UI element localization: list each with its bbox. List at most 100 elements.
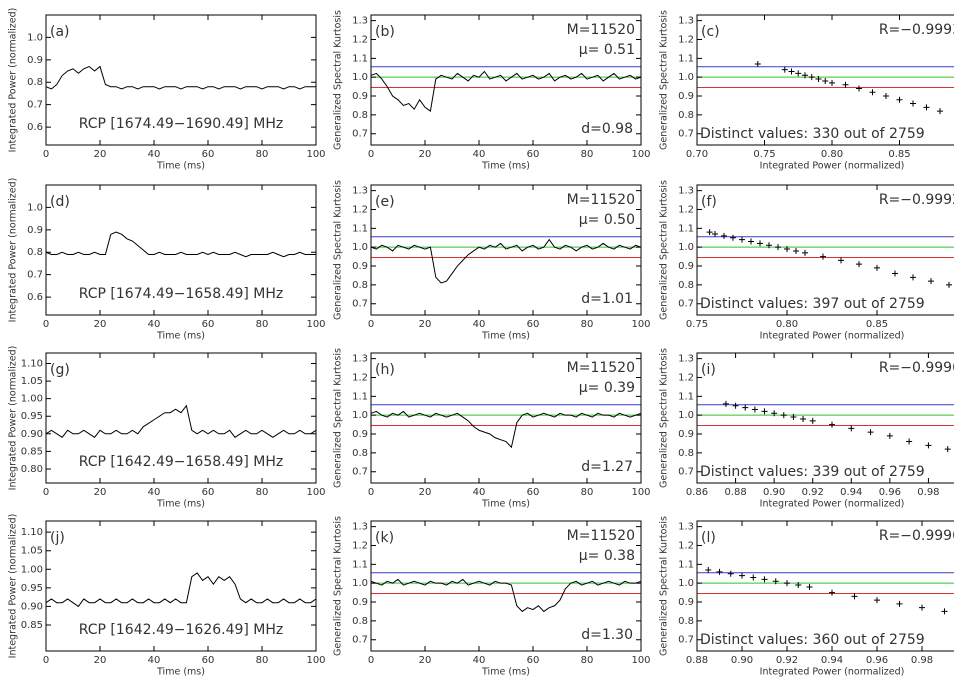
distinct-note: Distinct values: 330 out of 2759 bbox=[700, 126, 925, 142]
x-tick-label: 20 bbox=[419, 149, 432, 160]
y-tick-label: 0.7 bbox=[352, 467, 368, 478]
scatter-point bbox=[851, 593, 858, 600]
y-tick-label: 0.9 bbox=[678, 429, 694, 440]
x-tick-label: 100 bbox=[306, 319, 325, 330]
x-tick-label: 0 bbox=[43, 655, 49, 666]
band-note: RCP [1674.49−1690.49] MHz bbox=[79, 116, 284, 132]
y-tick-label: 0.9 bbox=[678, 597, 694, 608]
y-tick-label: 0.8 bbox=[352, 110, 368, 121]
scatter-point bbox=[829, 589, 835, 596]
scatter-point bbox=[780, 412, 787, 419]
y-axis-label: Integrated Power (normalized) bbox=[8, 178, 19, 323]
panel-label: (l) bbox=[701, 530, 716, 546]
scatter-point bbox=[732, 402, 739, 409]
panel-label: (d) bbox=[50, 194, 70, 210]
x-tick-label: 40 bbox=[473, 655, 486, 666]
y-axis-label: Integrated Power (normalized) bbox=[8, 514, 19, 659]
scatter-point bbox=[848, 425, 855, 432]
scatter-point bbox=[766, 242, 772, 249]
stat-note: M=11520 bbox=[567, 528, 635, 544]
x-tick-label: 0.94 bbox=[821, 655, 843, 666]
scatter-point bbox=[706, 229, 713, 236]
scatter-point bbox=[739, 236, 745, 243]
y-tick-label: 0.6 bbox=[27, 292, 43, 303]
scatter-point bbox=[856, 261, 862, 268]
x-tick-label: 40 bbox=[148, 655, 161, 666]
scatter-point bbox=[721, 232, 727, 239]
x-tick-label: 0.92 bbox=[802, 487, 824, 498]
stat-note: μ= 0.38 bbox=[579, 548, 635, 564]
scatter-point bbox=[946, 281, 952, 288]
x-tick-label: 20 bbox=[419, 655, 432, 666]
y-tick-label: 1.2 bbox=[352, 34, 368, 45]
scatter-point bbox=[941, 608, 948, 615]
distinct-note: Distinct values: 339 out of 2759 bbox=[700, 464, 925, 480]
x-tick-label: 0 bbox=[368, 149, 374, 160]
x-tick-label: 0.88 bbox=[724, 487, 746, 498]
y-tick-label: 0.9 bbox=[27, 225, 43, 236]
y-tick-label: 0.7 bbox=[27, 270, 43, 281]
scatter-point bbox=[802, 72, 808, 79]
x-tick-label: 60 bbox=[527, 655, 540, 666]
x-tick-label: 80 bbox=[581, 149, 594, 160]
scatter-point bbox=[712, 230, 718, 237]
scatter-point bbox=[750, 574, 757, 581]
d-note: d=0.98 bbox=[581, 121, 633, 137]
x-tick-label: 40 bbox=[148, 487, 161, 498]
x-tick-label: 0.75 bbox=[686, 319, 708, 330]
y-tick-label: 0.6 bbox=[27, 122, 43, 133]
data-line bbox=[370, 70, 642, 112]
x-tick-label: 0.85 bbox=[888, 149, 910, 160]
y-tick-label: 1.3 bbox=[352, 186, 368, 197]
x-tick-label: 0 bbox=[368, 319, 374, 330]
x-tick-label: 40 bbox=[473, 319, 486, 330]
y-tick-label: 1.0 bbox=[352, 578, 368, 589]
scatter-point bbox=[761, 408, 768, 415]
x-tick-label: 0 bbox=[43, 487, 49, 498]
scatter-point bbox=[775, 244, 781, 251]
scatter-point bbox=[793, 247, 799, 254]
scatter-point bbox=[928, 278, 934, 285]
x-tick-label: 0.86 bbox=[686, 487, 708, 498]
y-tick-label: 1.3 bbox=[678, 354, 694, 365]
x-axis-label: Integrated Power (normalized) bbox=[760, 667, 905, 678]
y-tick-label: 0.8 bbox=[678, 110, 694, 121]
y-axis-label: Generalized Spectral Kurtosis bbox=[659, 10, 670, 150]
y-tick-label: 1.05 bbox=[21, 376, 43, 387]
data-line bbox=[45, 231, 316, 258]
scatter-point bbox=[944, 446, 951, 453]
panel-label: (f) bbox=[701, 194, 717, 210]
y-tick-label: 1.2 bbox=[678, 204, 694, 215]
r-note: R=−0.9996 bbox=[879, 528, 954, 544]
y-tick-label: 0.7 bbox=[352, 635, 368, 646]
scatter-point bbox=[748, 238, 754, 245]
panel-label: (h) bbox=[375, 362, 395, 378]
x-axis-label: Time (ms) bbox=[481, 499, 530, 510]
x-tick-label: 0.70 bbox=[686, 149, 708, 160]
y-tick-label: 1.2 bbox=[352, 540, 368, 551]
y-tick-label: 1.1 bbox=[678, 559, 694, 570]
x-tick-label: 40 bbox=[148, 149, 161, 160]
x-tick-label: 100 bbox=[306, 655, 325, 666]
scatter-point bbox=[784, 246, 790, 253]
y-tick-label: 0.8 bbox=[678, 616, 694, 627]
band-note: RCP [1642.49−1658.49] MHz bbox=[79, 454, 284, 470]
x-tick-label: 80 bbox=[581, 319, 594, 330]
x-tick-label: 80 bbox=[256, 149, 269, 160]
y-tick-label: 0.95 bbox=[21, 411, 43, 422]
y-tick-label: 0.8 bbox=[678, 448, 694, 459]
scatter-point bbox=[788, 68, 795, 75]
y-tick-label: 0.7 bbox=[352, 299, 368, 310]
x-tick-label: 40 bbox=[473, 487, 486, 498]
y-tick-label: 0.7 bbox=[678, 635, 694, 646]
x-tick-label: 80 bbox=[256, 319, 269, 330]
y-tick-label: 1.05 bbox=[21, 546, 43, 557]
x-axis-label: Time (ms) bbox=[156, 331, 205, 342]
y-tick-label: 1.3 bbox=[352, 522, 368, 533]
y-tick-label: 0.9 bbox=[27, 55, 43, 66]
panel-label: (i) bbox=[701, 362, 716, 378]
scatter-point bbox=[892, 270, 898, 277]
x-tick-label: 20 bbox=[94, 487, 107, 498]
x-axis-label: Integrated Power (normalized) bbox=[760, 331, 905, 342]
y-axis-label: Integrated Power (normalized) bbox=[8, 346, 19, 491]
